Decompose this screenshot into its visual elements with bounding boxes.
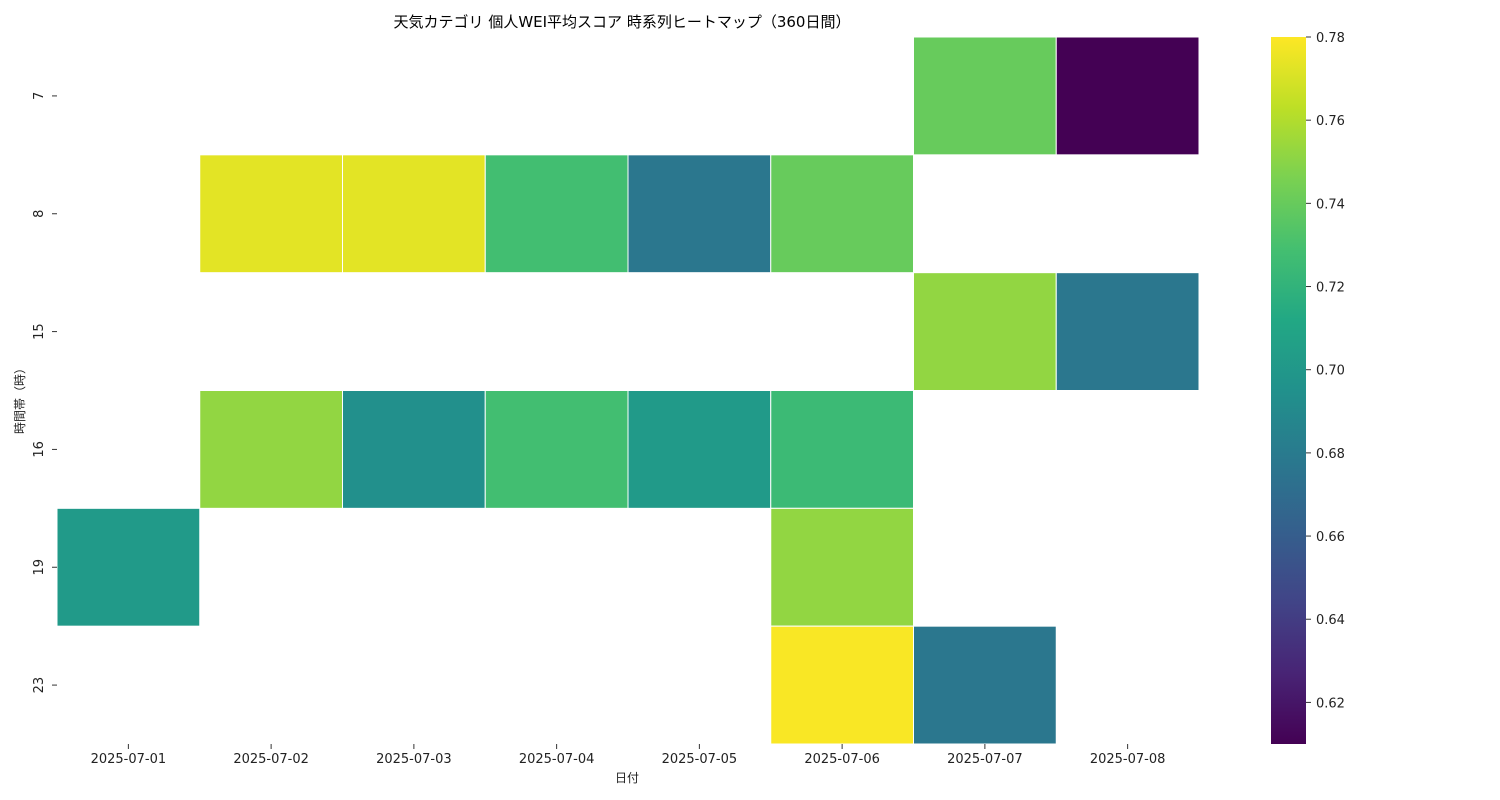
colorbar-tick-label: 0.70	[1316, 364, 1345, 379]
y-tick-label: 8	[32, 210, 47, 218]
y-tick-label: 15	[32, 323, 47, 340]
heatmap-cell	[770, 625, 914, 745]
heatmap-cell	[1055, 272, 1200, 391]
colorbar: 0.62 0.64 0.66 0.68 0.70 0.72 0.74 0.76 0.78	[1271, 31, 1345, 744]
x-tick-label: 2025-07-03	[376, 752, 452, 767]
colorbar-ticks: 0.62 0.64 0.66 0.68 0.70 0.72 0.74 0.76 0.78	[1306, 31, 1345, 711]
x-axis-label: 日付	[615, 771, 639, 785]
y-tick-label: 7	[32, 92, 47, 100]
x-tick-label: 2025-07-07	[947, 752, 1023, 767]
colorbar-tick-label: 0.64	[1316, 613, 1345, 628]
y-tick-label: 23	[32, 677, 47, 694]
y-tick-label: 16	[32, 441, 47, 458]
heatmap-cell	[913, 625, 1057, 745]
heatmap-cell	[199, 154, 343, 274]
x-axis-ticks: 2025-07-01 2025-07-02 2025-07-03 2025-07-04…	[91, 744, 1166, 767]
heatmap-cell	[1055, 36, 1200, 156]
heatmap-cell	[770, 390, 914, 509]
heatmap-cell	[913, 272, 1057, 391]
colorbar-tick-label: 0.66	[1316, 530, 1345, 545]
heatmap-cell	[770, 507, 914, 627]
y-axis-ticks: 7 8 15 16 19 23	[32, 92, 57, 694]
x-tick-label: 2025-07-08	[1090, 752, 1166, 767]
heatmap-cell	[913, 36, 1057, 156]
x-tick-label: 2025-07-04	[519, 752, 595, 767]
colorbar-tick-label: 0.68	[1316, 447, 1345, 462]
heatmap-cell	[342, 154, 486, 274]
heatmap-cell	[484, 390, 629, 509]
colorbar-tick-label: 0.62	[1316, 696, 1345, 711]
colorbar-gradient	[1271, 37, 1306, 744]
heatmap-cell	[484, 154, 629, 274]
heatmap-cell	[627, 390, 772, 509]
heatmap-cell	[199, 390, 343, 509]
heatmap-cells	[56, 36, 1200, 745]
colorbar-tick-label: 0.78	[1316, 31, 1345, 46]
colorbar-tick-label: 0.76	[1316, 114, 1345, 129]
colorbar-tick-label: 0.74	[1316, 197, 1345, 212]
y-axis-label: 時間帯（時）	[13, 362, 27, 434]
heatmap-cell	[56, 507, 201, 627]
x-tick-label: 2025-07-01	[91, 752, 167, 767]
heatmap-cell	[627, 154, 772, 274]
heatmap-cell	[770, 154, 914, 274]
x-tick-label: 2025-07-06	[804, 752, 880, 767]
y-tick-label: 19	[32, 559, 47, 576]
heatmap-cell	[342, 390, 486, 509]
x-tick-label: 2025-07-02	[233, 752, 309, 767]
chart-title: 天気カテゴリ 個人WEI平均スコア 時系列ヒートマップ（360日間）	[394, 13, 851, 31]
colorbar-tick-label: 0.72	[1316, 281, 1345, 296]
x-tick-label: 2025-07-05	[662, 752, 738, 767]
